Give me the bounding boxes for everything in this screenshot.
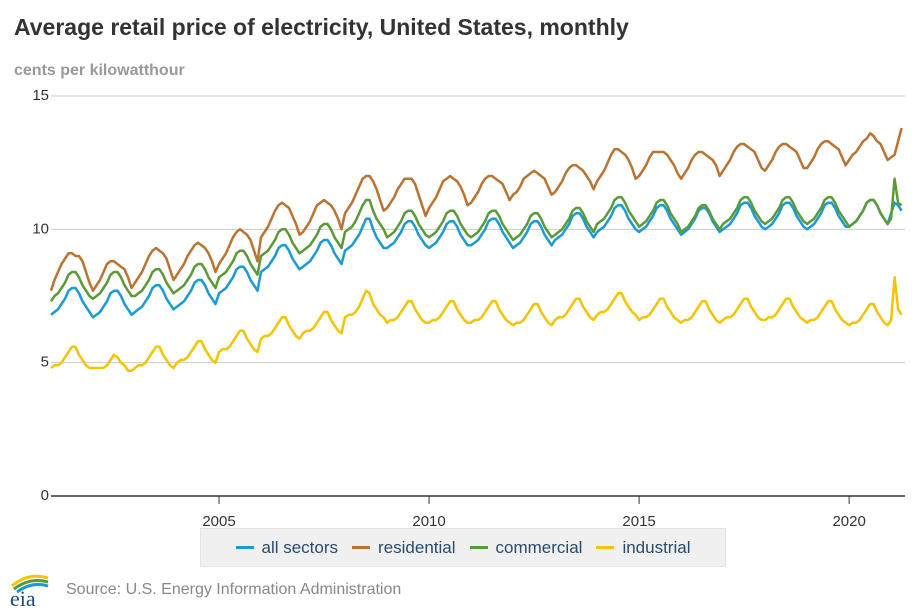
y-tick-label: 0 xyxy=(41,487,49,504)
eia-logo-icon: eia xyxy=(10,574,49,608)
legend: all sectors residential commercial indus… xyxy=(200,528,726,567)
y-tick-label: 5 xyxy=(41,354,49,371)
x-tick-label: 2020 xyxy=(832,513,865,530)
legend-item-industrial[interactable]: industrial xyxy=(596,538,690,558)
legend-item-residential[interactable]: residential xyxy=(352,538,456,558)
legend-swatch xyxy=(596,546,615,549)
legend-item-commercial[interactable]: commercial xyxy=(469,537,583,558)
chart-title: Average retail price of electricity, Uni… xyxy=(14,14,629,40)
x-tick-label: 2010 xyxy=(412,513,445,530)
legend-swatch xyxy=(352,546,371,549)
series-line-residential xyxy=(49,127,903,292)
y-tick-label: 10 xyxy=(32,220,49,237)
footer: eia Source: U.S. Energy Information Admi… xyxy=(8,572,401,608)
legend-swatch xyxy=(469,546,488,549)
legend-swatch xyxy=(235,546,254,549)
y-tick-label: 15 xyxy=(32,87,49,104)
legend-label: commercial xyxy=(495,537,583,557)
legend-label: residential xyxy=(378,537,456,557)
svg-text:eia: eia xyxy=(10,586,36,608)
source-text: Source: U.S. Energy Information Administ… xyxy=(66,581,402,598)
series-line-commercial xyxy=(49,177,903,302)
y-axis-label: cents per kilowatthour xyxy=(14,62,185,79)
x-tick-label: 2005 xyxy=(202,513,235,530)
legend-item-all-sectors[interactable]: all sectors xyxy=(235,537,339,558)
legend-label: all sectors xyxy=(261,537,339,557)
x-tick-label: 2015 xyxy=(622,513,655,530)
series-line-all-sectors xyxy=(50,198,903,319)
series-line-industrial xyxy=(50,276,903,372)
legend-label: industrial xyxy=(622,537,691,557)
